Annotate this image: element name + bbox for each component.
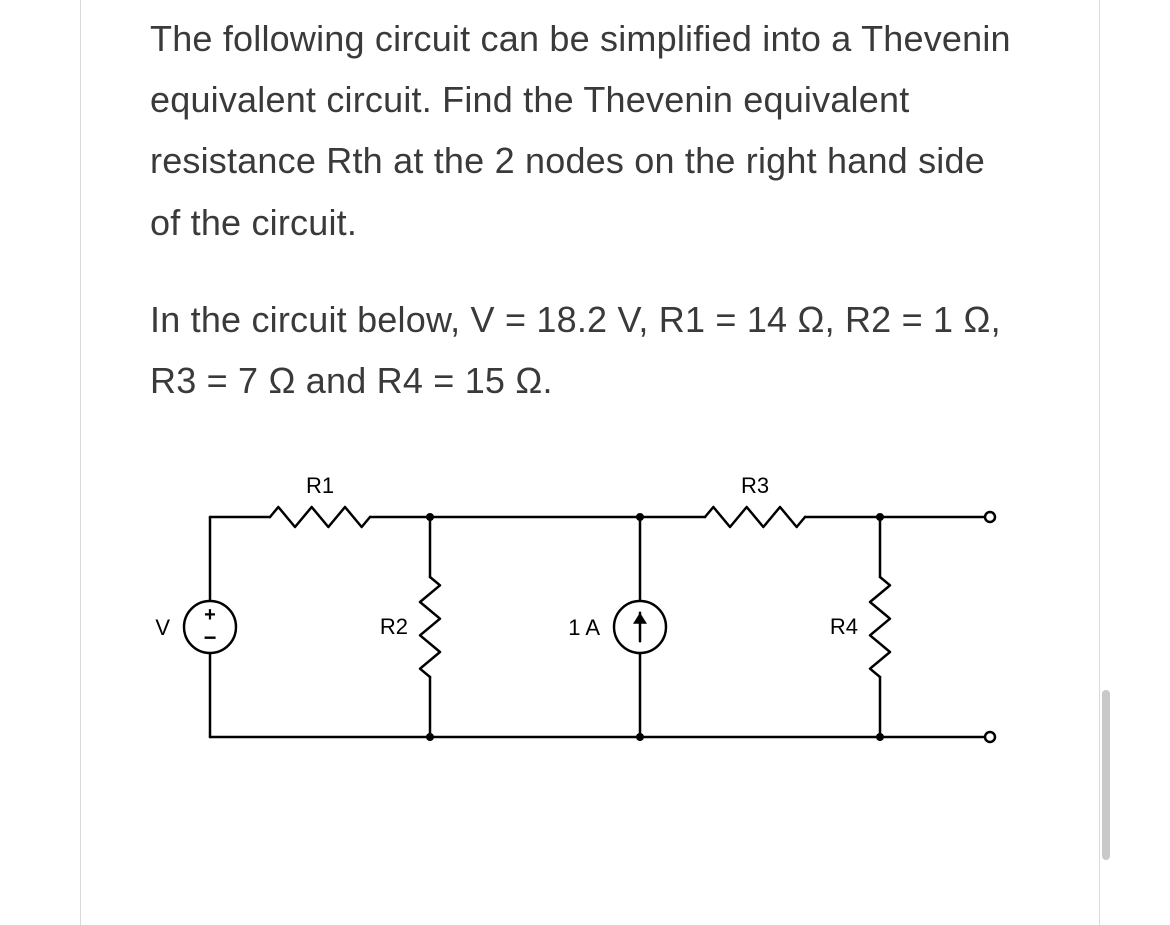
svg-text:V: V: [155, 615, 170, 640]
question-paragraph-2: In the circuit below, V = 18.2 V, R1 = 1…: [150, 289, 1020, 411]
svg-text:−: −: [204, 625, 217, 650]
svg-text:1 A: 1 A: [568, 615, 600, 640]
question-paragraph-1: The following circuit can be simplified …: [150, 8, 1020, 253]
right-rule: [1099, 0, 1100, 925]
svg-text:+: +: [204, 604, 216, 626]
left-rule: [80, 0, 81, 925]
scrollbar-thumb[interactable]: [1102, 690, 1110, 860]
svg-text:R1: R1: [306, 473, 334, 498]
question-content: The following circuit can be simplified …: [150, 0, 1020, 787]
svg-text:R2: R2: [380, 614, 408, 639]
circuit-diagram: R1 R3 +− V R2 1 A R4: [150, 457, 1020, 777]
svg-text:R4: R4: [830, 614, 858, 639]
svg-text:R3: R3: [741, 473, 769, 498]
